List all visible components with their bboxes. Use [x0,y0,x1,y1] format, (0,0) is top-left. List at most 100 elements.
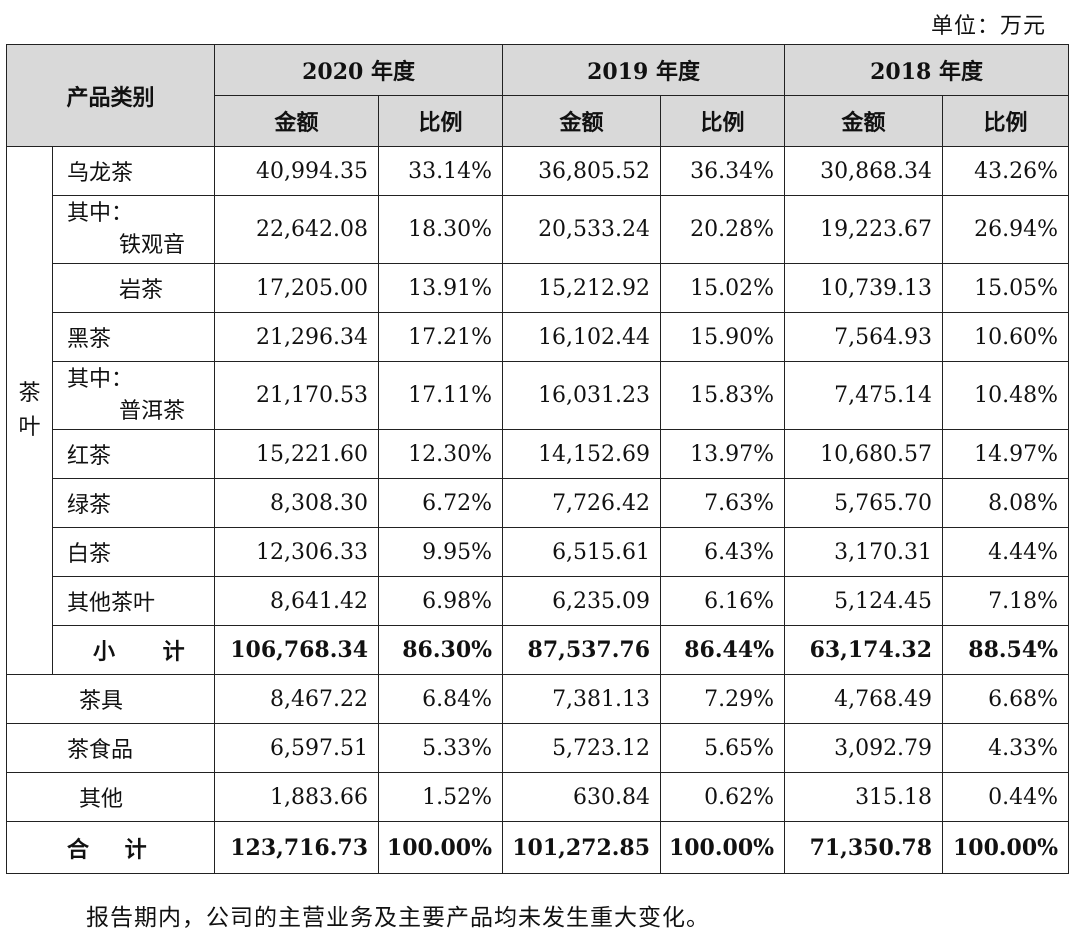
ratio-cell: 1.52% [378,772,504,822]
row-label: 其他茶叶 [51,576,216,626]
header-year-2020: 2020 年度 [214,44,504,96]
header-year-2019: 2019 年度 [502,44,786,96]
amount-cell: 1,883.66 [214,772,380,822]
table-row: 其他 1,883.66 1.52% 630.84 0.62% 315.18 0.44% [5,772,1070,822]
amount-cell: 10,680.57 [784,429,944,479]
ratio-cell: 0.44% [942,772,1070,822]
product-revenue-table: 产品类别 2020 年度 2019 年度 2018 年度 金额 比例 金额 比例… [5,44,1070,874]
row-label: 红茶 [51,429,216,479]
ratio-cell: 7.18% [942,576,1070,626]
row-name: 铁观音 [119,232,186,258]
amount-cell: 7,475.14 [784,361,944,430]
amount-cell: 16,102.44 [502,312,662,362]
header-amount: 金额 [214,95,380,147]
table-row: 茶具 8,467.22 6.84% 7,381.13 7.29% 4,768.49 6.68… [5,674,1070,724]
row-prefix: 其中： [67,366,134,392]
amount-cell: 19,223.67 [784,195,944,264]
header-ratio: 比例 [660,95,786,147]
row-name: 乌龙茶 [67,161,134,186]
amount-cell: 315.18 [784,772,944,822]
row-label: 其他 [5,772,216,822]
tea-group-label: 茶 叶 [6,146,53,675]
subtotal-label: 小 计 [51,625,216,675]
amount-cell: 4,768.49 [784,674,944,724]
ratio-cell: 12.30% [378,429,504,479]
header-amount: 金额 [784,95,944,147]
table-row: 其他茶叶 8,641.42 6.98% 6,235.09 6.16% 5,124.45 7.… [7,576,1070,626]
ratio-cell: 100.00% [942,821,1070,874]
amount-cell: 40,994.35 [214,146,380,196]
ratio-cell: 5.33% [378,723,504,773]
table-row: 岩茶 17,205.00 13.91% 15,212.92 15.02% 10,739.1… [7,263,1070,313]
ratio-cell: 15.05% [942,263,1070,313]
ratio-cell: 0.62% [660,772,786,822]
row-label: 白茶 [51,527,216,577]
amount-cell: 17,205.00 [214,263,380,313]
header-row-years: 产品类别 2020 年度 2019 年度 2018 年度 [5,44,1070,147]
row-label: 乌龙茶 [51,146,216,196]
amount-cell: 101,272.85 [502,821,662,874]
row-label: 绿茶 [51,478,216,528]
amount-cell: 8,467.22 [214,674,380,724]
row-label: 茶具 [5,674,216,724]
row-name: 绿茶 [67,493,112,518]
subtotal-row: 小 计 106,768.34 86.30% 87,537.76 86.44% 63,174… [7,625,1070,675]
ratio-cell: 6.16% [660,576,786,626]
ratio-cell: 88.54% [942,625,1070,675]
ratio-cell: 15.02% [660,263,786,313]
amount-cell: 3,170.31 [784,527,944,577]
amount-cell: 36,805.52 [502,146,662,196]
amount-cell: 87,537.76 [502,625,662,675]
ratio-cell: 86.30% [378,625,504,675]
ratio-cell: 6.98% [378,576,504,626]
amount-cell: 6,515.61 [502,527,662,577]
ratio-cell: 7.29% [660,674,786,724]
row-name: 白茶 [67,542,112,567]
header-row-sub: 金额 比例 金额 比例 金额 比例 [7,95,1070,147]
amount-cell: 16,031.23 [502,361,662,430]
ratio-cell: 86.44% [660,625,786,675]
ratio-cell: 20.28% [660,195,786,264]
amount-cell: 8,308.30 [214,478,380,528]
amount-cell: 21,296.34 [214,312,380,362]
amount-cell: 630.84 [502,772,662,822]
ratio-cell: 43.26% [942,146,1070,196]
amount-cell: 7,381.13 [502,674,662,724]
row-label: 岩茶 [51,263,216,313]
amount-cell: 8,641.42 [214,576,380,626]
amount-cell: 106,768.34 [214,625,380,675]
ratio-cell: 4.33% [942,723,1070,773]
header-ratio: 比例 [378,95,504,147]
amount-cell: 123,716.73 [214,821,380,874]
amount-cell: 5,723.12 [502,723,662,773]
header-amount: 金额 [502,95,662,147]
table-row: 其中： 铁观音 22,642.08 18.30% 20,533.24 20.28% 19,2… [7,195,1070,264]
amount-cell: 10,739.13 [784,263,944,313]
amount-cell: 7,726.42 [502,478,662,528]
table-row: 红茶 15,221.60 12.30% 14,152.69 13.97% 10,680.5… [7,429,1070,479]
amount-cell: 21,170.53 [214,361,380,430]
amount-cell: 71,350.78 [784,821,944,874]
ratio-cell: 100.00% [378,821,504,874]
amount-cell: 7,564.93 [784,312,944,362]
ratio-cell: 10.60% [942,312,1070,362]
amount-cell: 22,642.08 [214,195,380,264]
row-name: 红茶 [67,444,112,469]
row-name: 普洱茶 [119,398,186,424]
amount-cell: 12,306.33 [214,527,380,577]
amount-cell: 30,868.34 [784,146,944,196]
amount-cell: 20,533.24 [502,195,662,264]
table-row: 白茶 12,306.33 9.95% 6,515.61 6.43% 3,170.31 4.4… [7,527,1070,577]
unit-label: 单位：万元 [930,14,1046,39]
total-row: 合 计 123,716.73 100.00% 101,272.85 100.00% 71,… [5,821,1070,874]
ratio-cell: 5.65% [660,723,786,773]
amount-cell: 15,221.60 [214,429,380,479]
ratio-cell: 4.44% [942,527,1070,577]
amount-cell: 5,765.70 [784,478,944,528]
ratio-cell: 18.30% [378,195,504,264]
row-name: 黑茶 [67,327,112,352]
ratio-cell: 15.90% [660,312,786,362]
total-label: 合 计 [5,821,216,874]
ratio-cell: 7.63% [660,478,786,528]
ratio-cell: 36.34% [660,146,786,196]
